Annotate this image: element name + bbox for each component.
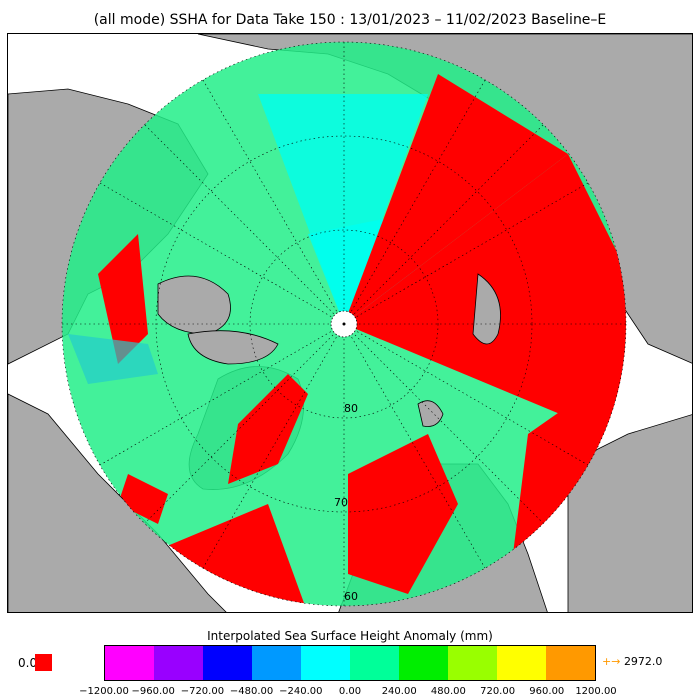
land-lower-left: [8, 393, 227, 612]
nodata-label: 0.0: [18, 656, 38, 670]
color-scale-cell: [301, 646, 350, 680]
color-scale-ticks: −1200.00 −960.00 −720.00 −480.00 −240.00…: [79, 686, 617, 700]
overflow-arrow-icon: +→: [602, 655, 621, 668]
legend-title: Interpolated Sea Surface Height Anomaly …: [207, 629, 493, 643]
color-scale-cell: [448, 646, 497, 680]
scale-tick: −480.00: [229, 686, 274, 697]
scale-tick: 720.00: [480, 686, 516, 697]
color-scale-cell: [399, 646, 448, 680]
color-scale-cell: [497, 646, 546, 680]
scale-tick: −720.00: [180, 686, 225, 697]
map-title: (all mode) SSHA for Data Take 150 : 13/0…: [93, 12, 607, 28]
overflow-value: 2972.0: [623, 655, 663, 668]
overflow-indicator: +→ 2972.0: [602, 655, 662, 668]
scale-tick: 960.00: [529, 686, 565, 697]
nodata-swatch: [35, 654, 52, 671]
color-scale-cell: [105, 646, 154, 680]
color-scale-cell: [546, 646, 595, 680]
scale-tick: −240.00: [279, 686, 323, 697]
color-scale: [104, 645, 596, 681]
color-scale-cell: [154, 646, 203, 680]
scale-tick: 240.00: [381, 686, 417, 697]
color-scale-cell: [252, 646, 301, 680]
scale-tick: −960.00: [131, 686, 175, 697]
latitude-label-60: 60: [344, 590, 358, 603]
color-scale-cell: [350, 646, 399, 680]
scale-tick: −1200.00: [79, 686, 129, 697]
scale-tick: 0.00: [338, 686, 362, 697]
color-scale-cell: [203, 646, 252, 680]
latitude-label-80: 80: [344, 402, 358, 415]
polar-map-graphic: [8, 34, 692, 612]
latitude-label-70: 70: [334, 496, 348, 509]
land-lower-right: [567, 414, 692, 612]
scale-tick: 480.00: [430, 686, 466, 697]
polar-map: 80 70 60: [7, 33, 693, 613]
scale-tick: 1200.00: [575, 686, 617, 697]
